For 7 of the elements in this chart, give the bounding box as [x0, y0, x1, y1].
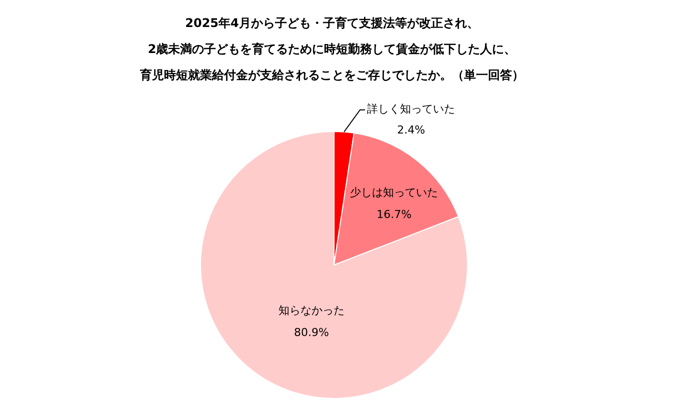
slice-label: 詳しく知っていた [367, 102, 456, 116]
chart-title: 2025年4月から子ども・子育て支援法等が改正され、2歳未満の子どもを育てるために時短勤務して賃金が低下した人に、育児時短就業給付金が支給されることをご存じでしたか。（単一回答） [139, 15, 525, 84]
slice-label: 知らなかった [278, 304, 344, 317]
data-label: 80.9% [294, 326, 329, 339]
data-label: 16.7% [376, 208, 412, 222]
data-label: 2.4% [397, 124, 426, 137]
slice-label: 少しは知っていた [350, 186, 438, 200]
